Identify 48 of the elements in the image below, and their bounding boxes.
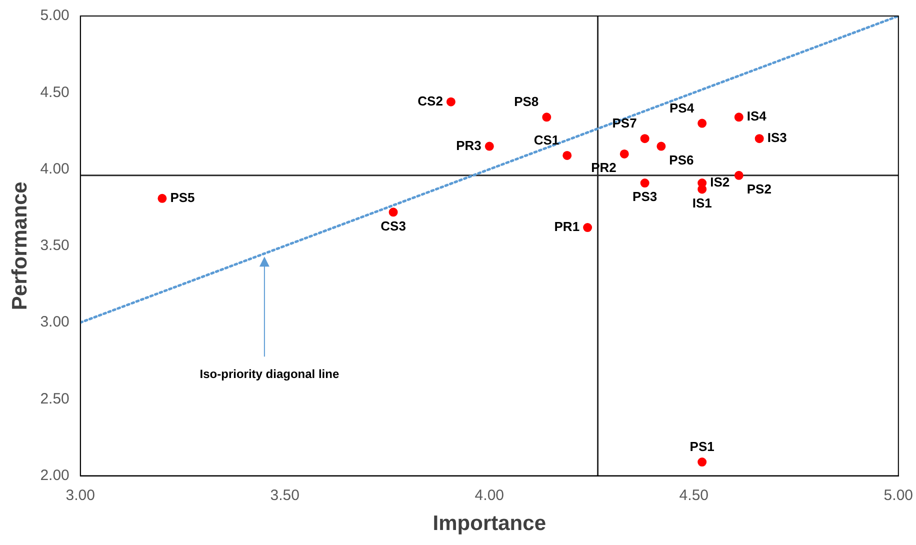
y-axis-title: Performance [8, 182, 32, 310]
series-label: IS3 [767, 130, 787, 146]
point [698, 118, 707, 128]
point [484, 142, 494, 151]
y-tick-label: 2.00 [40, 466, 70, 484]
x-tick-label: 4.00 [474, 486, 504, 504]
point [583, 223, 592, 232]
point [542, 112, 552, 122]
series-label: IS2 [710, 174, 730, 190]
series-label: IS1 [692, 195, 712, 210]
y-tick-label: 3.00 [40, 314, 70, 331]
series-label: CS1 [534, 132, 560, 148]
point [734, 170, 744, 180]
y-tick-label: 4.50 [40, 84, 70, 101]
y-tick-label: 5.00 [40, 7, 70, 24]
x-axis-title: Importance [432, 512, 546, 536]
y-tick-label: 2.50 [40, 390, 70, 408]
series-label: PS7 [612, 116, 637, 131]
series-label: PS2 [746, 181, 772, 196]
point [562, 150, 572, 160]
point [754, 134, 764, 144]
series-label: PS4 [670, 100, 695, 116]
x-tick-label: 4.50 [679, 486, 708, 504]
series-label: PS5 [170, 190, 195, 205]
point [158, 194, 167, 203]
series-label: PS1 [690, 439, 714, 454]
series-label: PS6 [669, 152, 694, 168]
series-label: CS3 [380, 218, 406, 234]
x-tick-label: 3.50 [270, 486, 300, 504]
point [640, 134, 650, 144]
point [698, 458, 707, 467]
series-label: CS2 [418, 93, 443, 108]
x-tick-label: 5.00 [884, 486, 914, 504]
point [620, 149, 629, 158]
point [446, 97, 456, 106]
x-tick-label: 3.00 [66, 486, 95, 504]
annotation: Iso-priority diagonal line [200, 366, 340, 381]
y-tick-label: 4.00 [40, 160, 70, 178]
series-label: PS3 [632, 189, 658, 204]
series-label: PS8 [514, 94, 539, 110]
series-label: PR3 [456, 138, 482, 153]
y-tick-label: 3.50 [40, 237, 70, 254]
point [388, 208, 398, 217]
point [640, 178, 650, 188]
series-label: IS4 [746, 108, 768, 124]
point [656, 142, 666, 151]
series-label: PR1 [554, 219, 580, 234]
point [734, 112, 744, 122]
